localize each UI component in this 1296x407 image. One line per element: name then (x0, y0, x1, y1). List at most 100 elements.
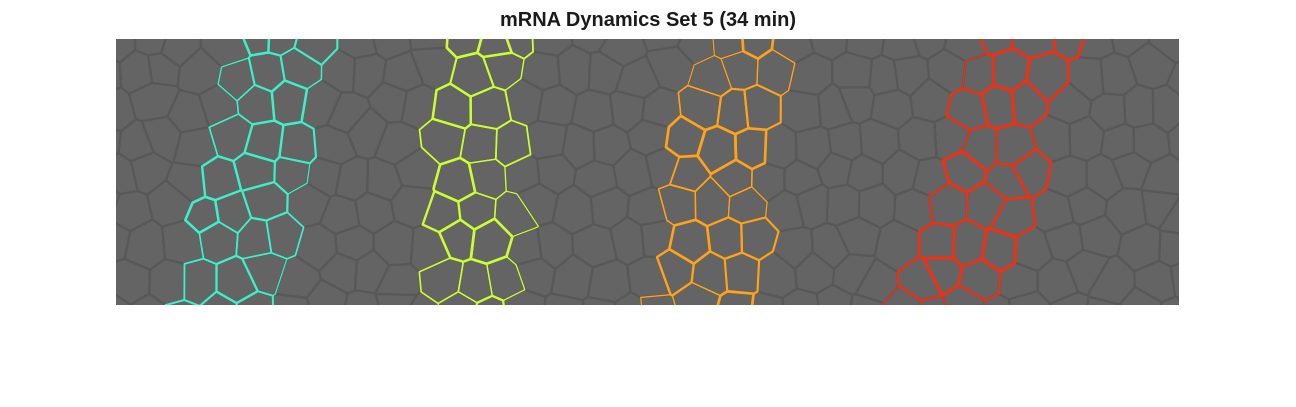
stripe-3 (640, 39, 796, 305)
cell-outline-overlay (116, 39, 1179, 305)
highlighted-cell (995, 122, 1038, 167)
cell (572, 159, 619, 199)
cell (592, 123, 633, 167)
cell (1110, 151, 1153, 191)
cell (294, 222, 338, 273)
cell (1166, 122, 1179, 162)
cell (176, 46, 223, 96)
cell (1007, 290, 1052, 305)
highlighted-cell (709, 158, 753, 198)
cell (763, 121, 798, 170)
highlighted-cell (667, 218, 712, 266)
highlighted-cell (655, 247, 695, 297)
highlighted-cell (922, 256, 964, 297)
highlighted-cell (459, 123, 498, 164)
highlighted-cell (723, 251, 761, 295)
cell (1122, 83, 1155, 129)
cell (372, 219, 415, 267)
highlighted-cell (164, 299, 201, 305)
cell (849, 292, 885, 305)
cell (795, 183, 830, 231)
cell (1025, 50, 1070, 104)
highlighted-cell (941, 284, 986, 305)
highlighted-cell (716, 290, 755, 305)
highlighted-cell (1025, 50, 1070, 104)
highlighted-cell (677, 84, 722, 131)
cell (781, 287, 820, 305)
cell (536, 220, 575, 271)
highlighted-cell (1011, 147, 1053, 200)
highlighted-cell (983, 161, 1031, 201)
cell (543, 292, 585, 305)
highlighted-cell (980, 227, 1018, 274)
cell (118, 49, 154, 95)
highlighted-cell (235, 290, 275, 305)
highlighted-cell (671, 281, 722, 305)
cell (373, 120, 423, 167)
cell (1011, 39, 1056, 60)
highlighted-cell (917, 221, 956, 260)
cell (400, 82, 438, 131)
cell (286, 182, 332, 229)
highlighted-cell (882, 284, 922, 305)
stripe-2 (418, 39, 539, 305)
cell (1066, 185, 1109, 227)
cell (942, 39, 989, 63)
cell (129, 292, 167, 305)
cell (129, 151, 174, 196)
highlighted-cell (980, 83, 1017, 131)
cell (896, 115, 938, 162)
cell (597, 39, 649, 68)
highlighted-cell (991, 46, 1032, 93)
highlighted-cell (421, 189, 462, 234)
highlighted-cell (493, 190, 539, 238)
cell (274, 254, 323, 299)
cell (1067, 56, 1105, 103)
highlighted-cell (957, 258, 1002, 302)
cell (346, 105, 389, 161)
highlighted-cell (733, 126, 768, 171)
cell (750, 161, 786, 204)
highlighted-cell (756, 48, 796, 97)
cell (183, 257, 218, 305)
cell (549, 253, 594, 302)
microscopy-image (116, 39, 1179, 305)
highlighted-cell (941, 149, 989, 194)
cell (354, 248, 391, 295)
cell (1165, 60, 1179, 97)
figure-title: mRNA Dynamics Set 5 (34 min) (499, 9, 796, 31)
cell (1147, 39, 1179, 65)
highlighted-cell (279, 47, 323, 90)
cell (184, 195, 220, 234)
highlighted-cell (1010, 79, 1050, 129)
highlighted-cell (928, 182, 968, 227)
cell (352, 52, 388, 100)
cell (161, 219, 205, 265)
cell (743, 83, 782, 131)
highlighted-cell (743, 83, 782, 131)
cell (1118, 285, 1164, 305)
cell (834, 216, 882, 258)
cell (686, 54, 733, 98)
cell (640, 219, 676, 259)
cell (1133, 259, 1177, 304)
cell (873, 218, 921, 274)
stripe-4 (882, 39, 1086, 305)
cell (581, 295, 617, 305)
highlighted-cell (278, 120, 318, 165)
highlighted-cell (696, 124, 738, 176)
cell (815, 283, 854, 305)
cell (589, 185, 631, 231)
cell (677, 84, 723, 132)
cell (1042, 220, 1085, 263)
cell (374, 263, 423, 297)
cell (146, 52, 181, 88)
cell (587, 50, 625, 96)
cell (1169, 262, 1179, 299)
highlighted-cell (431, 82, 473, 130)
cell (1139, 152, 1179, 196)
cell (503, 153, 541, 195)
cell (741, 39, 775, 60)
highlighted-cell (979, 39, 1014, 57)
highlighted-cell (657, 183, 697, 227)
